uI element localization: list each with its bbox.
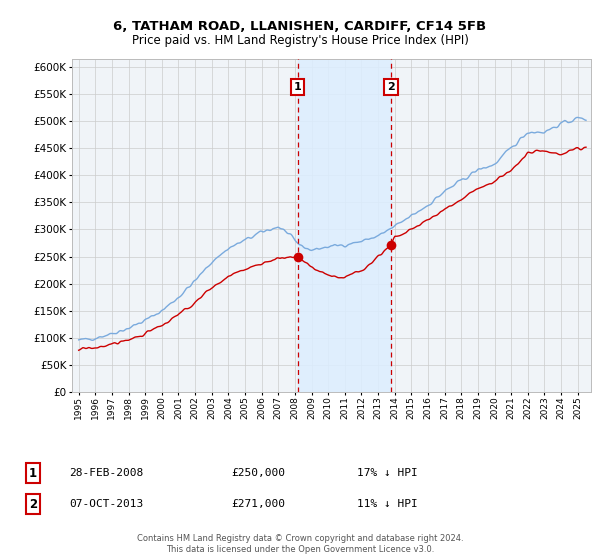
Text: £250,000: £250,000 (231, 468, 285, 478)
Bar (298, 59, 391, 392)
Text: Price paid vs. HM Land Registry's House Price Index (HPI): Price paid vs. HM Land Registry's House … (131, 34, 469, 46)
Text: 07-OCT-2013: 07-OCT-2013 (69, 499, 143, 509)
Text: 1: 1 (293, 82, 301, 92)
Text: £271,000: £271,000 (231, 499, 285, 509)
Text: 1: 1 (29, 466, 37, 480)
Text: This data is licensed under the Open Government Licence v3.0.: This data is licensed under the Open Gov… (166, 545, 434, 554)
Text: 11% ↓ HPI: 11% ↓ HPI (357, 499, 418, 509)
Text: 28-FEB-2008: 28-FEB-2008 (69, 468, 143, 478)
Text: 2: 2 (387, 82, 395, 92)
Text: 6, TATHAM ROAD, LLANISHEN, CARDIFF, CF14 5FB: 6, TATHAM ROAD, LLANISHEN, CARDIFF, CF14… (113, 20, 487, 32)
Text: 17% ↓ HPI: 17% ↓ HPI (357, 468, 418, 478)
Text: Contains HM Land Registry data © Crown copyright and database right 2024.: Contains HM Land Registry data © Crown c… (137, 534, 463, 543)
Text: 2: 2 (29, 497, 37, 511)
